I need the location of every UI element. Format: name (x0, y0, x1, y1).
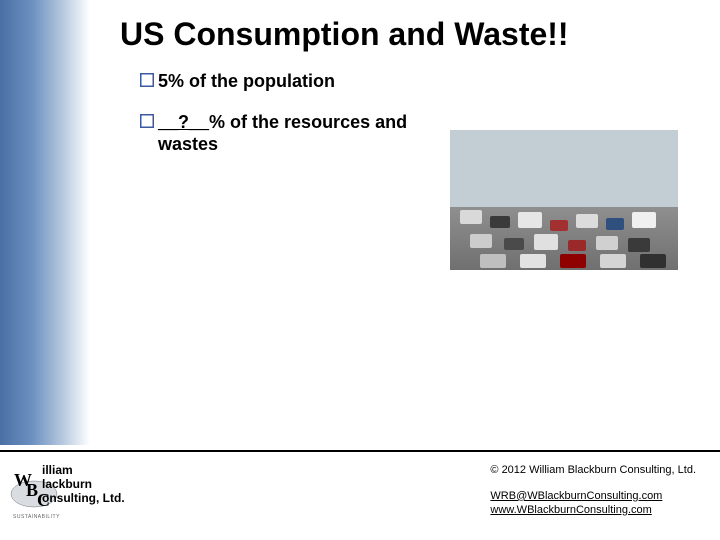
company-logo: W B C illiam lackburn onsulting, Ltd. SU… (10, 462, 150, 532)
car-icon (460, 210, 482, 224)
car-icon (490, 216, 510, 228)
footer: W B C illiam lackburn onsulting, Ltd. SU… (0, 450, 720, 540)
footer-email-link[interactable]: WRB@WBlackburnConsulting.com (490, 490, 696, 504)
car-icon (534, 234, 558, 250)
car-icon (518, 212, 542, 228)
logo-line-3: onsulting, Ltd. (42, 492, 125, 506)
bullet-item: __?__% of the resources and wastes (140, 111, 440, 156)
square-bullet-icon (140, 73, 154, 87)
bullet-text: 5% of the population (158, 70, 335, 93)
car-icon (596, 236, 618, 250)
logo-line-2: lackburn (42, 478, 125, 492)
logo-text: illiam lackburn onsulting, Ltd. (42, 464, 125, 505)
car-icon (628, 238, 650, 252)
copyright-text: © 2012 William Blackburn Consulting, Ltd… (490, 464, 696, 478)
car-icon (550, 220, 568, 231)
car-icon (504, 238, 524, 250)
footer-right: © 2012 William Blackburn Consulting, Ltd… (490, 464, 696, 517)
bullet-text: __?__% of the resources and wastes (158, 111, 440, 156)
footer-divider (0, 450, 720, 452)
car-icon (640, 254, 666, 268)
car-icon (576, 214, 598, 228)
traffic-photo (450, 130, 678, 270)
bullet-list: 5% of the population __?__% of the resou… (140, 70, 440, 174)
car-icon (520, 254, 546, 268)
car-icon (606, 218, 624, 230)
car-icon (470, 234, 492, 248)
bullet-item: 5% of the population (140, 70, 440, 93)
footer-site-link[interactable]: www.WBlackburnConsulting.com (490, 504, 696, 518)
car-icon (480, 254, 506, 268)
slide-title: US Consumption and Waste!! (120, 16, 690, 53)
square-bullet-icon (140, 114, 154, 128)
car-icon (632, 212, 656, 228)
slide: US Consumption and Waste!! 5% of the pop… (0, 0, 720, 540)
logo-tagline: SUSTAINABILITY (13, 514, 60, 520)
logo-line-1: illiam (42, 464, 125, 478)
car-icon (560, 254, 586, 268)
car-icon (568, 240, 586, 251)
fill-in-blank: __?__ (158, 112, 209, 132)
sidebar-gradient (0, 0, 90, 445)
car-icon (600, 254, 626, 268)
